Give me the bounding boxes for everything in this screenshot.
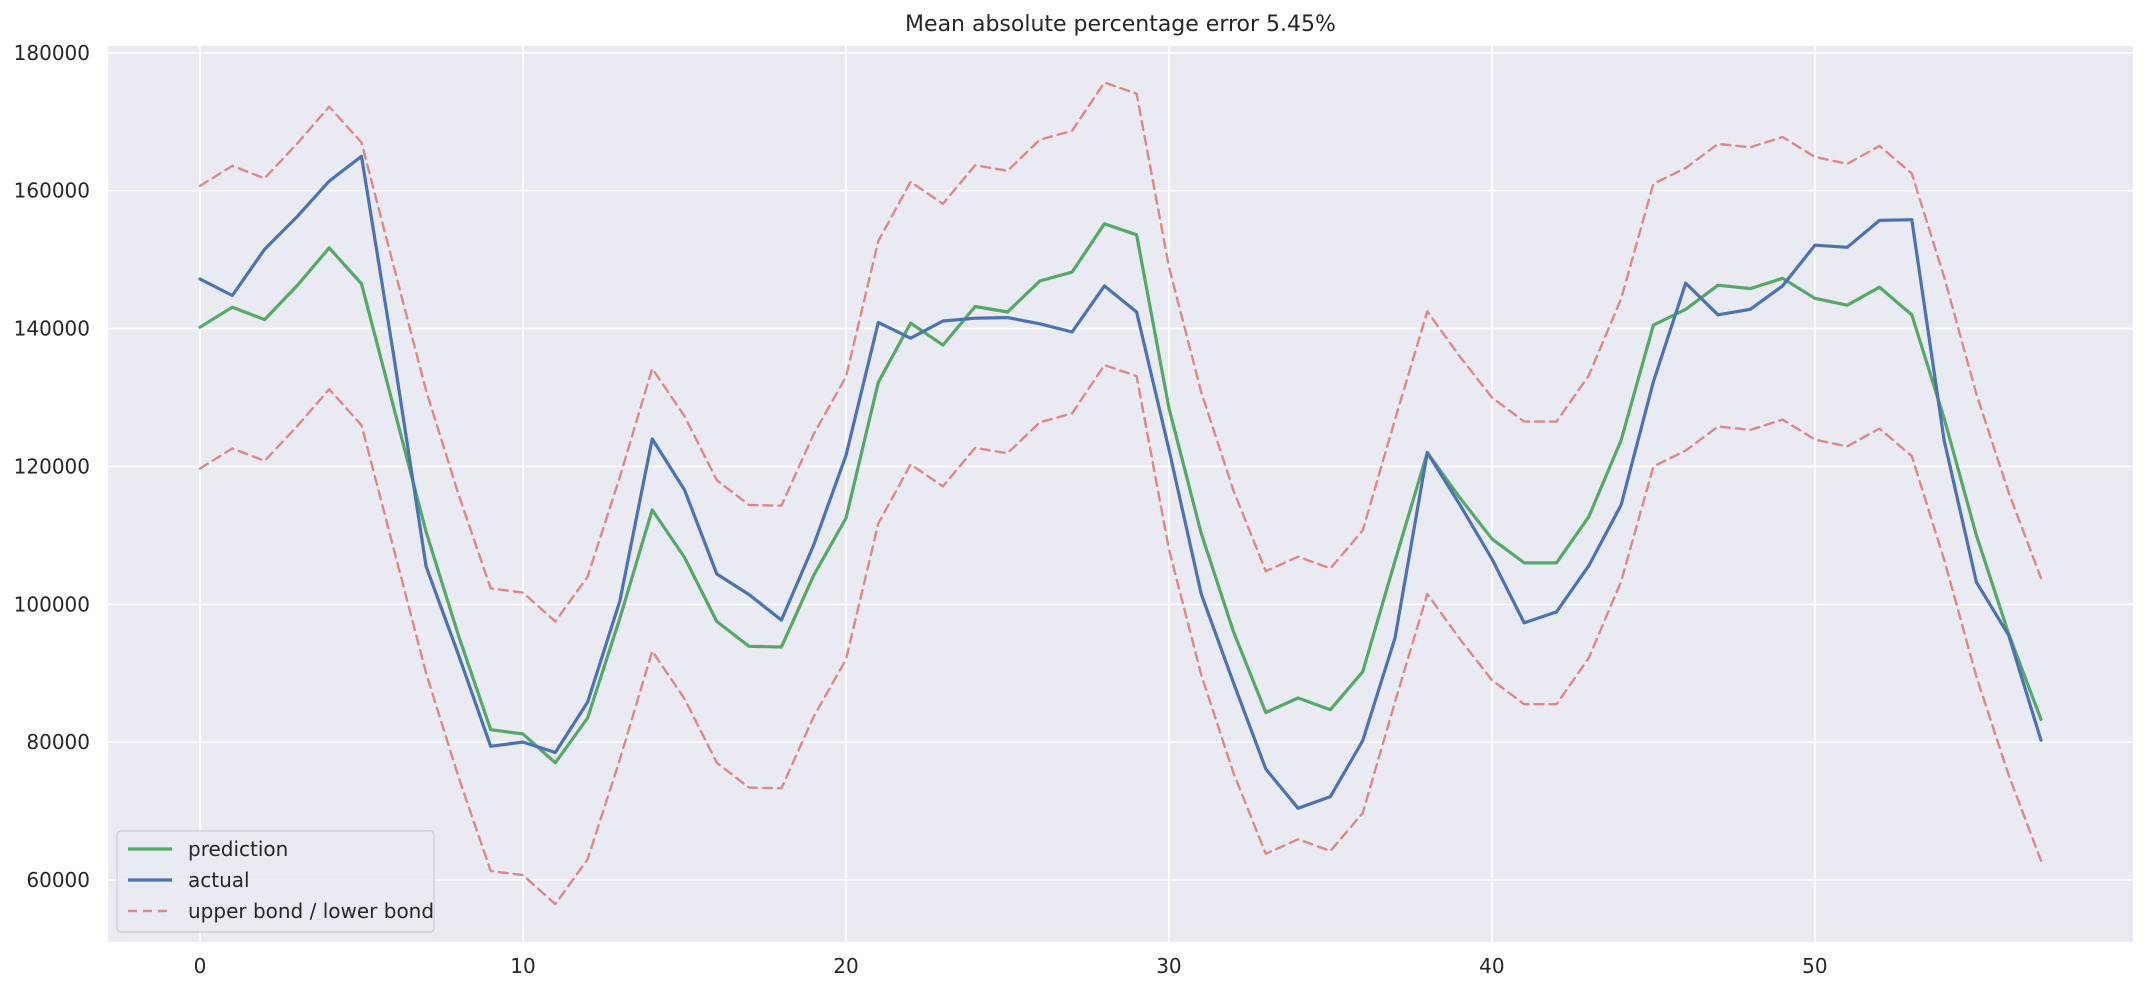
y-tick-label-160000: 160000 — [14, 179, 90, 203]
x-tick-label-10: 10 — [510, 954, 535, 978]
series-line-prediction — [198, 222, 2043, 765]
x-tick-label-20: 20 — [833, 954, 858, 978]
series-line-lower-bond — [198, 363, 2043, 906]
x-tick-label-30: 30 — [1156, 954, 1181, 978]
series-lines — [198, 81, 2043, 906]
y-tick-label-100000: 100000 — [14, 592, 90, 616]
legend-label-bounds: upper bond / lower bond — [188, 899, 434, 923]
y-tick-label-80000: 80000 — [26, 730, 90, 754]
legend-label-actual: actual — [188, 868, 250, 892]
y-tick-label-140000: 140000 — [14, 317, 90, 341]
y-tick-label-120000: 120000 — [14, 454, 90, 478]
legend: prediction actual upper bond / lower bon… — [116, 830, 435, 933]
x-tick-label-0: 0 — [194, 954, 207, 978]
tick-labels: 0 10 20 30 40 50 60000 80000 100000 120000 140000 1… — [14, 41, 1828, 978]
series-line-actual — [198, 154, 2043, 810]
legend-box — [116, 830, 435, 933]
x-tick-label-50: 50 — [1802, 954, 1827, 978]
y-tick-label-60000: 60000 — [26, 868, 90, 892]
chart-title: Mean absolute percentage error 5.45% — [905, 12, 1336, 37]
gridlines — [108, 46, 2133, 942]
plot-area — [108, 46, 2133, 942]
x-tick-label-40: 40 — [1479, 954, 1504, 978]
y-tick-label-180000: 180000 — [14, 41, 90, 65]
legend-label-prediction: prediction — [188, 837, 288, 861]
series-line-upper-bond — [198, 81, 2043, 623]
